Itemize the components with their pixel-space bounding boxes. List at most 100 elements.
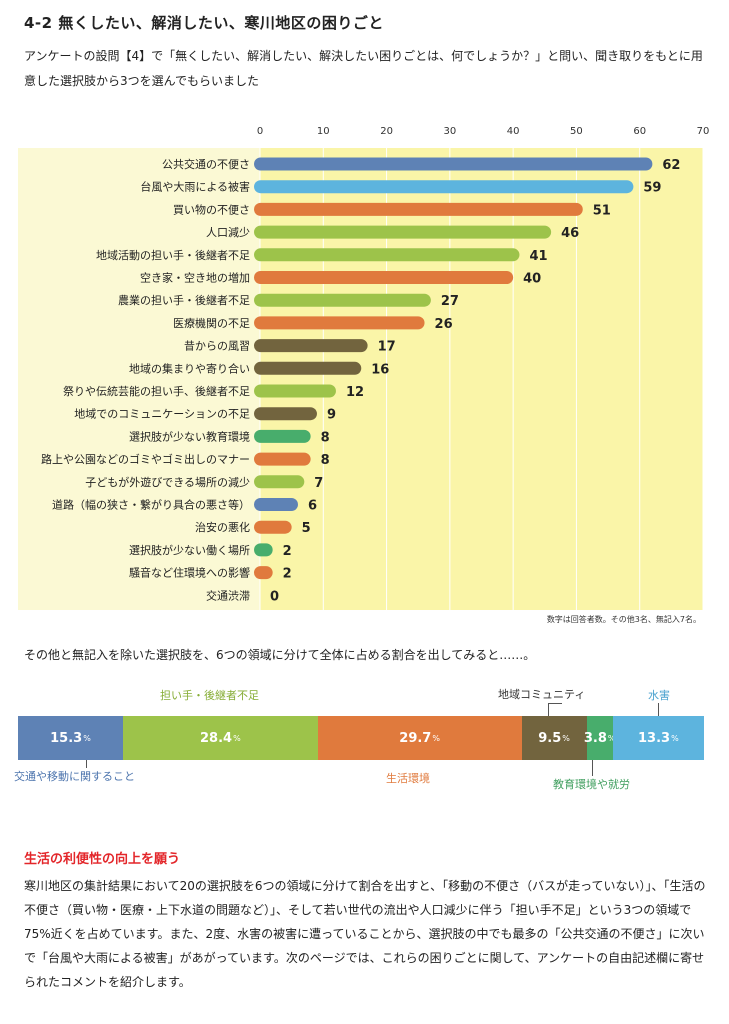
segment-unit: % — [562, 733, 570, 743]
value-label: 5 — [302, 521, 311, 536]
value-label: 51 — [593, 203, 611, 218]
category-label: 選択肢が少ない教育環境 — [129, 429, 250, 443]
segment-name-flood: 水害 — [648, 689, 670, 702]
x-tick-label-20: 20 — [380, 126, 393, 137]
category-label: 地域でのコミュニケーションの不足 — [74, 408, 250, 421]
share-lead-text: その他と無記入を除いた選択肢を、6つの領域に分けて全体に占める割合を出してみると… — [24, 648, 536, 662]
bar — [254, 475, 305, 489]
value-label: 41 — [529, 249, 547, 264]
value-label: 16 — [371, 362, 389, 377]
chart-note: 数字は回答者数。その他3名、無記入7名。 — [546, 615, 701, 624]
segment-value: 28.4 — [200, 730, 233, 746]
value-label: 40 — [523, 272, 541, 287]
segment-flood: 13.3% — [612, 716, 704, 760]
x-tick-label-60: 60 — [633, 126, 646, 137]
value-label: 26 — [435, 317, 453, 332]
segment-value: 15.3 — [50, 730, 83, 746]
value-label: 0 — [270, 589, 279, 604]
category-label: 農業の担い手・後継者不足 — [118, 293, 250, 307]
segment-unit: % — [233, 733, 241, 743]
bar — [254, 452, 311, 466]
category-label: 空き家・空き地の増加 — [140, 271, 250, 285]
intro-text: アンケートの設問【4】で「無くしたい、解消したい、解決したい困りごとは、何でしょ… — [24, 49, 703, 88]
bar — [254, 248, 520, 262]
category-label: 祭りや伝統芸能の担い手、後継者不足 — [63, 384, 250, 398]
value-label: 2 — [283, 567, 292, 582]
category-label: 道路（幅の狭さ・繋がり具合の悪さ等） — [52, 498, 250, 512]
segment-name-transport: 交通や移動に関すること — [14, 770, 135, 783]
x-tick-label-0: 0 — [257, 126, 263, 137]
segment-value: 13.3 — [637, 730, 671, 746]
bar — [254, 271, 514, 284]
share-stacked-bar: 15.3% 28.4% 29.7% 9.5% 3.8% 13.3% — [18, 716, 704, 760]
category-label: 医療機関の不足 — [173, 316, 250, 330]
bar — [254, 157, 653, 171]
segment-value: 3.8 — [583, 730, 607, 746]
segment-unit: % — [83, 733, 91, 743]
segment-community: 9.5% — [521, 716, 587, 760]
bar — [254, 180, 634, 194]
value-label: 46 — [561, 226, 579, 241]
leader-line-transport — [86, 760, 87, 768]
label-panel-bg — [18, 148, 260, 610]
category-label: 地域の集まりや寄り合い — [129, 361, 250, 375]
leader-line-community — [548, 703, 549, 716]
bar — [254, 225, 552, 239]
segment-name-community: 地域コミュニティ — [498, 688, 586, 701]
x-tick-label-50: 50 — [570, 126, 583, 137]
bar — [254, 407, 317, 421]
body-text: 寒川地区の集計結果において20の選択肢を6つの領域に分けて割合を出すと、「移動の… — [24, 879, 706, 989]
category-label: 子どもが外遊びできる場所の減少 — [85, 475, 250, 489]
value-label: 8 — [321, 430, 330, 445]
category-label: 治安の悪化 — [195, 520, 250, 534]
value-label: 8 — [321, 453, 330, 468]
leader-line-flood — [658, 703, 659, 716]
section-title: 4-2 無くしたい、解消したい、寒川地区の困りごと — [24, 14, 384, 32]
segment-name-living: 生活環境 — [386, 772, 430, 785]
category-label: 選択肢が少ない働く場所 — [129, 543, 250, 557]
value-label: 62 — [662, 158, 680, 173]
category-label: 騒音など住環境への影響 — [129, 566, 250, 580]
x-tick-label-70: 70 — [697, 126, 710, 137]
value-label: 7 — [314, 476, 323, 491]
value-label: 59 — [643, 181, 661, 196]
category-label: 人口減少 — [206, 225, 250, 239]
bar — [254, 293, 431, 307]
bar — [254, 202, 583, 216]
segment-value: 29.7 — [399, 730, 432, 746]
category-label: 地域活動の担い手・後継者不足 — [96, 248, 250, 262]
leader-line-community-diag — [548, 703, 562, 704]
value-label: 9 — [327, 408, 336, 423]
category-label: 買い物の不便さ — [173, 202, 250, 216]
value-label: 17 — [378, 340, 396, 355]
bar — [254, 543, 273, 557]
bar — [254, 384, 336, 398]
segment-name-education: 教育環境や就労 — [553, 776, 630, 793]
x-tick-label-10: 10 — [317, 126, 330, 137]
segment-value: 9.5 — [538, 730, 562, 746]
bar — [254, 339, 368, 353]
value-label: 2 — [283, 544, 292, 559]
bar — [254, 566, 273, 580]
category-label: 昔からの風習 — [184, 340, 250, 353]
plot-area-bg — [260, 148, 703, 610]
subheading: 生活の利便性の向上を願う — [24, 852, 181, 867]
segment-successor: 28.4% — [122, 716, 318, 760]
value-label: 27 — [441, 294, 459, 309]
x-tick-label-40: 40 — [507, 126, 520, 137]
bar — [254, 498, 298, 511]
segment-transport: 15.3% — [18, 716, 123, 760]
category-label: 公共交通の不便さ — [162, 157, 250, 171]
segment-name-education-text: 教育環境や就労 — [553, 778, 630, 791]
segment-unit: % — [432, 733, 440, 743]
leader-line-education — [592, 760, 593, 776]
segment-name-successor: 担い手・後継者不足 — [160, 689, 259, 702]
bar — [254, 316, 425, 330]
bar — [254, 520, 292, 534]
value-label: 12 — [346, 385, 364, 400]
category-label: 台風や大雨による被害 — [140, 180, 250, 194]
category-label: 路上や公園などのゴミやゴミ出しのマナー — [41, 452, 250, 466]
bar — [254, 429, 311, 443]
segment-education: 3.8% — [583, 716, 616, 760]
